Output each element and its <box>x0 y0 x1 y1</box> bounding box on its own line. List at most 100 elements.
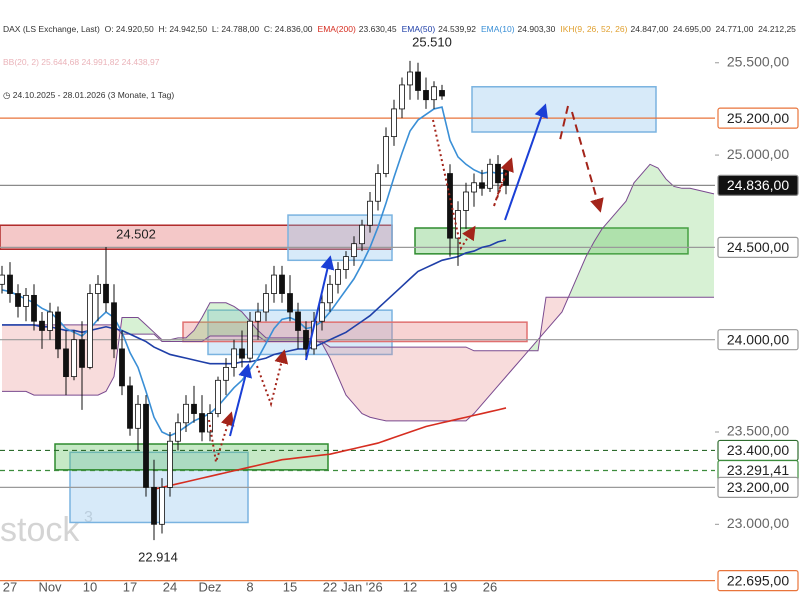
level-box <box>717 570 799 592</box>
arrow <box>432 119 476 251</box>
cloud-fill <box>202 302 210 342</box>
x-tick-label: Nov <box>38 579 62 594</box>
annotation: 24.502 <box>116 226 156 241</box>
ohlc: O: 24.920,50 H: 24.942,50 L: 24.788,00 C… <box>104 24 313 34</box>
arrow <box>208 411 235 463</box>
candle-body <box>247 320 253 359</box>
candle-body <box>255 311 261 322</box>
x-tick-label: 12 <box>403 579 417 594</box>
candle-body <box>183 403 189 424</box>
level-label: 24.000,00 <box>727 331 789 347</box>
candle-body <box>151 486 157 525</box>
candle-body <box>495 163 501 184</box>
cloud-fill <box>698 190 706 298</box>
cloud-fill <box>130 317 138 335</box>
candle-body <box>503 169 509 186</box>
bb: BB(20, 2) 25.644,68 24.991,82 24.438,97 <box>3 57 160 67</box>
candle-body <box>479 182 485 189</box>
candle-body <box>239 348 245 359</box>
cloud-fill <box>434 347 442 421</box>
cloud <box>2 163 715 422</box>
legend: EMA(200) 23.630,45 EMA(50) 24.539,92 EMA(10)… <box>313 24 800 34</box>
legend-value: 23.630,45 <box>358 24 397 34</box>
legend-name: IKH(9, 26, 52, 26) <box>560 24 628 34</box>
cloud-fill <box>626 182 634 298</box>
x-tick-label: 26 <box>483 579 497 594</box>
cloud-fill <box>194 317 202 342</box>
arrows <box>208 103 600 463</box>
cloud-fill <box>354 347 362 414</box>
level-label: 25.200,00 <box>727 110 789 126</box>
zone <box>287 214 393 262</box>
candle-body <box>159 486 165 525</box>
indicator-lines <box>1 106 507 491</box>
candle-body <box>327 283 333 304</box>
cloud-fill <box>650 164 658 298</box>
cloud-fill <box>466 347 474 421</box>
candle-body <box>103 283 109 304</box>
candle-body <box>343 256 349 270</box>
level-label: 23.291,41 <box>727 462 789 478</box>
arrow <box>559 105 600 210</box>
candle-body <box>487 163 493 189</box>
candle-body <box>415 71 421 91</box>
candle-body <box>471 182 477 193</box>
candle-body <box>39 320 45 331</box>
cloud-fill <box>602 219 610 298</box>
x-tick-label: 10 <box>83 579 97 594</box>
candle-body <box>223 366 229 381</box>
candle-body <box>71 339 77 378</box>
cloud-fill <box>394 347 402 421</box>
header-row: ◷ 24.10.2025 - 28.01.2026 (3 Monate, 1 T… <box>3 90 175 100</box>
cloud-fill <box>378 347 386 421</box>
cloud-fill <box>346 347 354 405</box>
cloud-fill <box>42 324 50 396</box>
cloud-fill <box>186 330 194 342</box>
candle-body <box>167 440 173 488</box>
period: 24.10.2025 - 28.01.2026 (3 Monate, 1 Tag… <box>12 90 175 100</box>
y-tick-label: 23.000,00 <box>727 515 789 531</box>
candle-body <box>0 274 5 285</box>
y-tick-label: 23.500,00 <box>727 423 789 439</box>
cloud-fill <box>586 241 594 298</box>
cloud-fill <box>554 297 562 322</box>
candle-body <box>119 348 125 387</box>
cloud-fill <box>330 347 338 377</box>
candle-body <box>391 108 397 138</box>
cloud-fill <box>210 302 218 336</box>
candle-body <box>431 86 437 101</box>
candle-body <box>303 330 309 350</box>
cloud-fill <box>218 302 226 336</box>
candle-body <box>399 84 405 110</box>
cloud-fill <box>370 347 378 420</box>
legend-name: EMA(50) <box>401 24 436 34</box>
zones <box>0 86 689 524</box>
instrument: DAX (LS Exchange, Last) <box>3 24 100 34</box>
cloud-fill <box>362 347 370 418</box>
cloud-fill <box>578 256 586 298</box>
indicator-line <box>1 106 507 437</box>
candle-body <box>23 294 29 307</box>
level-label: 23.400,00 <box>727 442 789 458</box>
cloud-fill <box>34 324 42 396</box>
candle-body <box>271 274 277 294</box>
legend-name: EMA(10) <box>481 24 515 34</box>
candle-body <box>319 302 325 322</box>
x-tick-label: Jan '26 <box>341 579 383 594</box>
candle-body <box>175 422 181 442</box>
cloud-fill <box>450 347 458 421</box>
cloud-fill <box>338 347 346 396</box>
cloud-fill <box>18 324 26 392</box>
cloud-fill <box>506 350 514 377</box>
x-tick-label: 17 <box>123 579 137 594</box>
candle-body <box>463 191 469 211</box>
annotations: 24.502 25.510 22.914 <box>116 34 452 564</box>
x-tick-label: 27 <box>3 579 17 594</box>
candle-body <box>359 224 365 245</box>
candle-body <box>287 293 293 313</box>
candle-body <box>47 311 53 331</box>
legend-value: 24.903,30 <box>517 24 556 34</box>
candle-body <box>335 269 341 285</box>
candle-body <box>135 403 141 429</box>
cloud-fill <box>26 324 34 396</box>
